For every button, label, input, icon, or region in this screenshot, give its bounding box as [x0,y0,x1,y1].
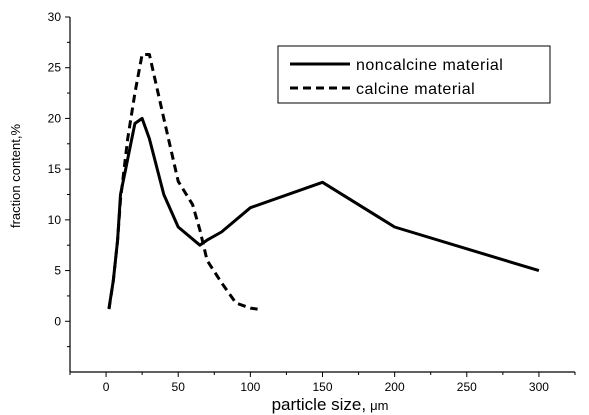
x-tick-label: 300 [529,380,549,394]
y-tick-label: 15 [48,162,62,176]
x-axis-ticks: 0 50 100 150 200 250 300 [69,372,576,394]
x-axis-label-text: particle size, [272,395,366,414]
x-tick-label: 150 [312,380,332,394]
series-layer [107,53,540,311]
y-axis-label: fraction content,% [8,124,23,228]
y-tick-label: 30 [48,10,62,24]
legend-label-noncalcine: noncalcine material [356,57,503,74]
x-tick-label: 50 [172,380,186,394]
y-tick-label: 0 [54,314,61,328]
y-tick-label: 20 [48,111,62,125]
x-tick-label: 0 [103,380,110,394]
y-axis-ticks: 0 5 10 15 20 25 30 [48,10,70,348]
legend-label-calcine: calcine material [356,81,475,98]
series-line-noncalcine [107,116,540,309]
legend: noncalcine material calcine material [277,45,551,104]
series-line-calcine [107,53,258,311]
y-tick-label: 5 [54,264,61,278]
x-tick-label: 200 [385,380,405,394]
x-axis-label: particle size, μm [272,395,389,414]
x-axis-unit: μm [370,398,388,413]
legend-box [277,45,551,104]
x-tick-label: 100 [240,380,260,394]
y-tick-label: 25 [48,61,62,75]
y-tick-label: 10 [48,213,62,227]
x-tick-label: 250 [457,380,477,394]
